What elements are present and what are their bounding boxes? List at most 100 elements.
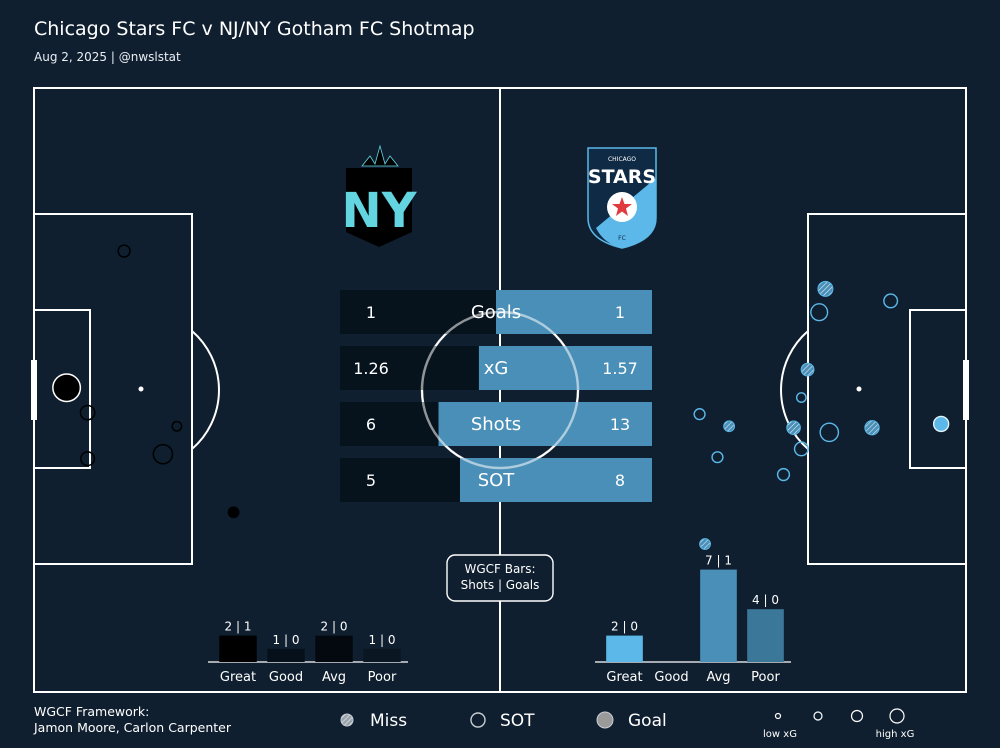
stars-wgcf-bars: 2 | 0 Great Good 7 | 1 Avg 4 | 0 Poor	[595, 554, 791, 685]
legend-sot-marker	[470, 712, 486, 728]
right-six-yard-box	[909, 309, 967, 469]
stat-bar-stars-sot	[460, 458, 652, 502]
chart-subtitle: Aug 2, 2025 | @nwslstat	[34, 50, 181, 64]
stat-category-label: SOT	[478, 470, 516, 491]
legend-size-1	[774, 712, 782, 720]
wgcf-value-label-gotham: 2 | 1	[225, 620, 252, 634]
legend-size-3	[850, 709, 864, 723]
stat-bar-gotham-xg	[340, 346, 479, 390]
stat-value-gotham: 1	[366, 303, 376, 322]
stat-bar-gotham-shots	[340, 402, 439, 446]
shot-goal-stars	[932, 415, 950, 433]
stat-value-stars: 8	[615, 471, 625, 490]
stat-bar-gotham-goals	[340, 290, 496, 334]
shot-goal-gotham	[52, 373, 82, 403]
wgcf-bar-stars-great	[606, 635, 643, 662]
legend-size-2	[813, 711, 823, 721]
shot-miss-stars	[786, 420, 801, 436]
wgcf-bar-stars-avg	[700, 569, 737, 662]
shot-sot-gotham	[79, 404, 96, 421]
legend-miss-label: Miss	[370, 711, 407, 731]
wgcf-bar-gotham-good	[267, 648, 305, 662]
shot-miss-stars	[699, 538, 711, 550]
wgcf-value-label-gotham: 1 | 0	[369, 633, 396, 647]
wgcf-bar-gotham-great	[219, 635, 257, 662]
shot-miss-stars	[817, 280, 834, 297]
wgcf-value-label-gotham: 2 | 0	[321, 620, 348, 634]
wgcf-label-box: WGCF Bars: Shots | Goals	[446, 554, 554, 602]
wgcf-value-label-stars: 7 | 1	[705, 554, 732, 568]
legend: Miss SOT Goal low xG high xG	[340, 708, 915, 740]
legend-low-xg: low xG	[763, 729, 797, 740]
wgcf-bar-stars-poor	[747, 609, 784, 662]
shot-sot-gotham	[171, 420, 183, 432]
wgcf-bar-gotham-poor	[363, 648, 401, 662]
stars-logo: CHICAGO STARS FC	[587, 147, 657, 249]
shot-sot-stars	[793, 441, 809, 457]
stat-category-label: Goals	[471, 302, 521, 323]
right-penalty-box	[807, 213, 967, 565]
wgcf-category-label-stars: Poor	[751, 670, 780, 685]
shot-sot-gotham	[152, 443, 174, 465]
legend-high-xg: high xG	[876, 729, 915, 740]
stat-value-gotham: 6	[366, 415, 376, 434]
right-penalty-spot	[856, 386, 862, 392]
shot-sot-stars	[776, 467, 791, 482]
stat-category-label: xG	[484, 358, 509, 379]
shot-miss-gotham	[227, 506, 240, 519]
shot-sot-stars	[693, 408, 706, 421]
shot-sot-stars	[819, 422, 840, 443]
wgcf-value-label-stars: 2 | 0	[611, 620, 638, 634]
legend-miss-marker	[340, 713, 354, 727]
stat-bar-stars-xg	[478, 346, 652, 390]
shot-sot-gotham	[80, 451, 96, 467]
shot-miss-stars	[864, 420, 880, 436]
shot-miss-stars	[800, 362, 815, 377]
gotham-shots	[52, 244, 240, 519]
footer-line1: WGCF Framework:	[34, 704, 150, 719]
wgcf-label-line2: Shots | Goals	[461, 578, 540, 592]
shot-sot-stars	[711, 451, 724, 464]
stat-value-gotham: 1.26	[353, 359, 389, 378]
wgcf-category-label-gotham: Avg	[322, 670, 346, 685]
wgcf-category-label-stars: Avg	[706, 670, 730, 685]
wgcf-category-label-stars: Good	[654, 670, 688, 685]
shot-sot-stars	[795, 392, 807, 403]
right-penalty-arc	[780, 330, 809, 450]
wgcf-category-label-gotham: Great	[220, 670, 256, 685]
stat-value-stars: 1	[615, 303, 625, 322]
legend-goal-marker	[596, 711, 614, 729]
wgcf-label-line1: WGCF Bars:	[464, 562, 535, 576]
stars-logo-top: CHICAGO	[608, 156, 636, 163]
wgcf-value-label-stars: 4 | 0	[752, 593, 779, 607]
stars-shots	[693, 280, 950, 550]
gotham-wgcf-bars: 2 | 1 Great 1 | 0 Good 2 | 0 Avg 1 | 0 Poor	[208, 620, 408, 685]
stat-value-gotham: 5	[366, 471, 376, 490]
wgcf-category-label-stars: Great	[606, 670, 642, 685]
stars-logo-mid: STARS	[588, 166, 656, 188]
wgcf-value-label-gotham: 1 | 0	[273, 633, 300, 647]
stat-bar-stars-goals	[496, 290, 652, 334]
legend-goal-label: Goal	[628, 711, 667, 731]
left-penalty-arc	[191, 330, 220, 450]
footer-line2: Jamon Moore, Carlon Carpenter	[34, 720, 231, 735]
chart-title: Chicago Stars FC v NJ/NY Gotham FC Shotm…	[34, 18, 475, 40]
center-circle-overlay	[420, 310, 580, 470]
wgcf-category-label-gotham: Poor	[368, 670, 397, 685]
left-penalty-spot	[138, 386, 144, 392]
stat-bar-stars-shots	[438, 402, 652, 446]
stat-bar-gotham-sot	[340, 458, 460, 502]
footer-credit: WGCF Framework: Jamon Moore, Carlon Carp…	[34, 704, 231, 736]
gotham-logo: NY	[342, 144, 418, 247]
wgcf-category-label-gotham: Good	[269, 670, 303, 685]
shot-sot-stars	[883, 293, 899, 309]
shot-miss-stars	[723, 420, 736, 433]
stars-logo-bottom: FC	[618, 235, 626, 242]
legend-size-4	[889, 708, 905, 724]
shot-sot-stars	[810, 303, 829, 322]
match-stats-bars: 1 Goals 1 1.26 xG 1.57 6 Shots 13 5 SOT 8	[340, 290, 652, 502]
stat-value-stars: 1.57	[602, 359, 638, 378]
legend-sot-label: SOT	[500, 711, 535, 731]
shot-sot-gotham	[117, 244, 131, 258]
